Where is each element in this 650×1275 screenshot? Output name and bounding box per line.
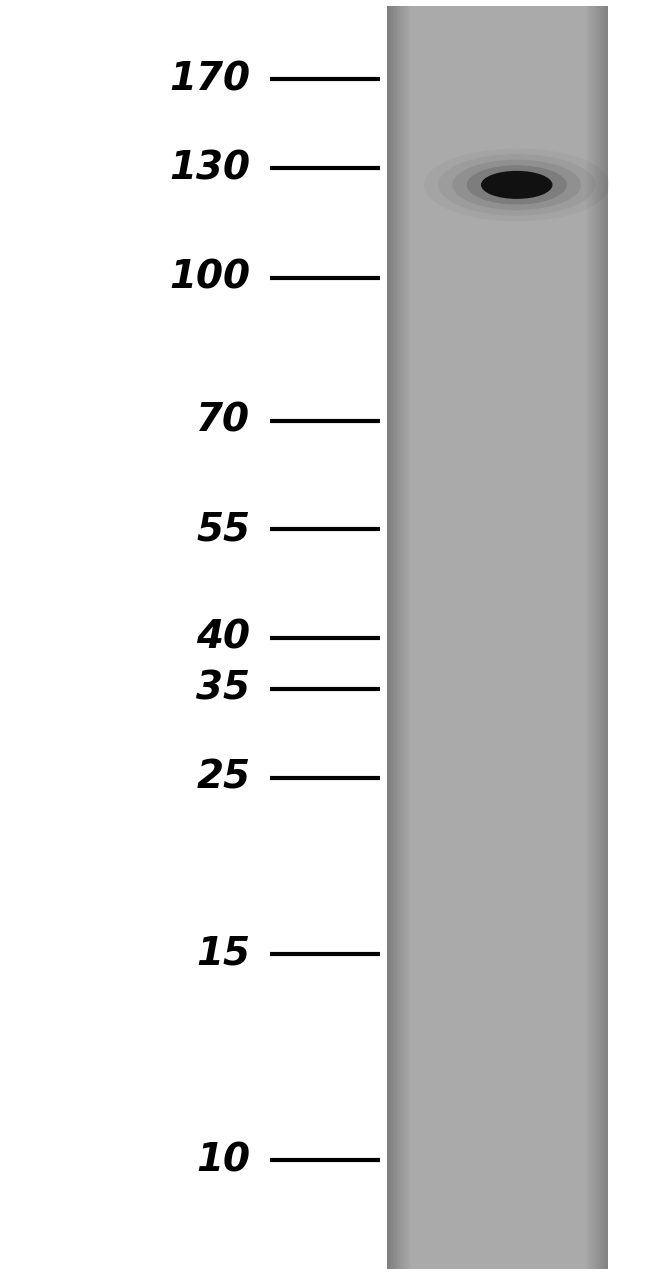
Text: 70: 70 bbox=[196, 402, 250, 440]
Bar bbox=[387, 6, 608, 1269]
Text: 10: 10 bbox=[196, 1141, 250, 1179]
Bar bbox=[408, 6, 410, 1269]
Bar bbox=[398, 6, 400, 1269]
Bar bbox=[606, 6, 608, 1269]
Bar bbox=[404, 6, 406, 1269]
Text: 130: 130 bbox=[169, 149, 250, 187]
Bar bbox=[393, 6, 395, 1269]
Bar bbox=[598, 6, 600, 1269]
Text: 15: 15 bbox=[196, 935, 250, 973]
Bar bbox=[588, 6, 590, 1269]
Bar bbox=[400, 6, 402, 1269]
Text: 25: 25 bbox=[196, 759, 250, 797]
Bar bbox=[396, 6, 398, 1269]
Text: 55: 55 bbox=[196, 510, 250, 548]
Bar bbox=[590, 6, 592, 1269]
Bar bbox=[406, 6, 408, 1269]
Bar bbox=[389, 6, 391, 1269]
Bar bbox=[594, 6, 596, 1269]
Bar bbox=[586, 6, 588, 1269]
Bar bbox=[402, 6, 404, 1269]
Text: 100: 100 bbox=[169, 259, 250, 297]
Text: 35: 35 bbox=[196, 669, 250, 708]
Bar bbox=[596, 6, 598, 1269]
Bar bbox=[387, 6, 389, 1269]
Bar bbox=[602, 6, 604, 1269]
Ellipse shape bbox=[452, 159, 581, 210]
Bar bbox=[604, 6, 606, 1269]
Text: 40: 40 bbox=[196, 618, 250, 657]
Ellipse shape bbox=[467, 166, 567, 204]
Bar bbox=[391, 6, 393, 1269]
Bar bbox=[584, 6, 586, 1269]
Bar bbox=[600, 6, 602, 1269]
Bar bbox=[592, 6, 594, 1269]
Ellipse shape bbox=[481, 171, 552, 199]
Bar bbox=[395, 6, 396, 1269]
Text: 170: 170 bbox=[169, 60, 250, 98]
